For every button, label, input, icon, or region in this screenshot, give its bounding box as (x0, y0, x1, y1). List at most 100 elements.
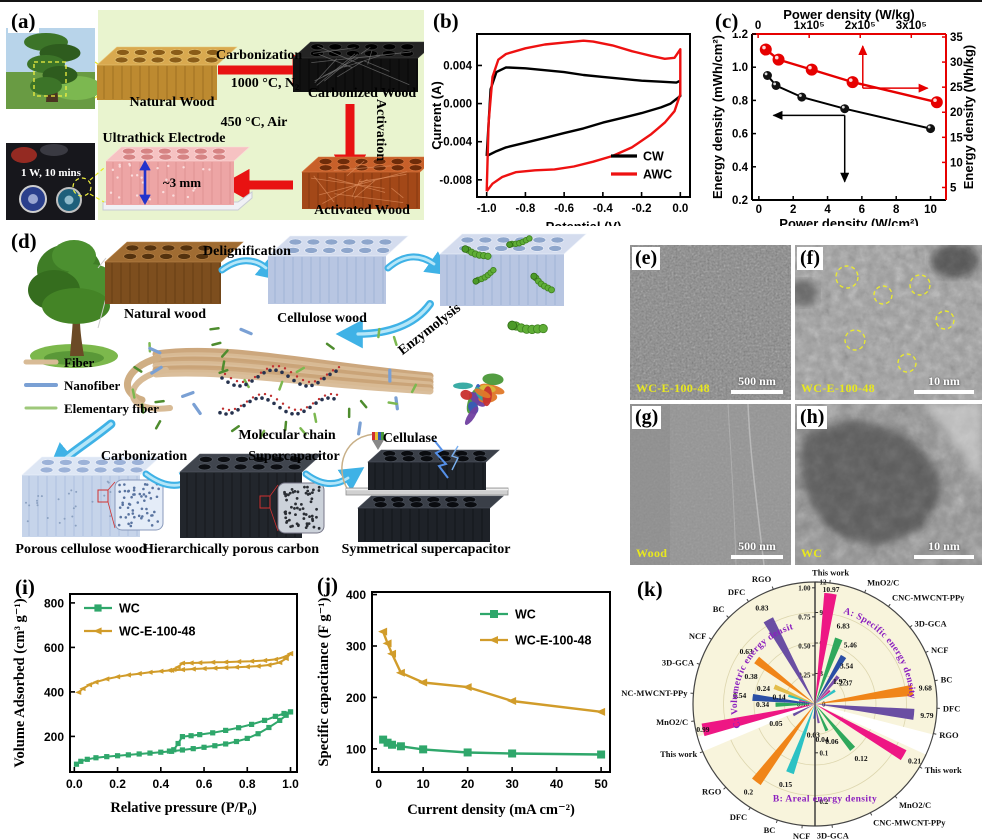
panel-d-process-diagram: (d) Natural wood Delignification Cellulo… (6, 228, 632, 570)
svg-text:0.05: 0.05 (769, 719, 782, 728)
ultrathick-electrode-label: Ultrathick Electrode (102, 131, 226, 146)
svg-text:0.2: 0.2 (109, 777, 126, 791)
svg-text:NCF: NCF (689, 631, 706, 641)
polar-bar (815, 637, 843, 704)
polar-bar (815, 684, 914, 704)
wood-block (357, 495, 504, 542)
svg-text:0.000: 0.000 (443, 99, 472, 111)
svg-text:400: 400 (346, 588, 366, 602)
energy-power-chart: 0 2 4 6 8 100 1x10⁵ 2x10⁵ 3x10⁵0.20.40.60.81.01.… (710, 7, 976, 231)
svg-text:30: 30 (505, 777, 519, 791)
svg-text:200: 200 (346, 691, 366, 705)
blue-arrow (218, 255, 282, 281)
svg-text:Current (A): Current (A) (429, 81, 444, 150)
svg-text:0.6: 0.6 (196, 777, 213, 791)
svg-text:1.0: 1.0 (732, 62, 748, 74)
svg-text:0.38: 0.38 (744, 672, 757, 681)
elementary-fiber-legend-label: Elementary fiber (64, 401, 159, 416)
svg-text:WC: WC (119, 602, 140, 616)
sample-name: WC-E-100-48 (636, 381, 710, 395)
svg-text:0.54: 0.54 (733, 691, 746, 700)
svg-text:0.12: 0.12 (854, 754, 867, 763)
svg-text:0.0: 0.0 (672, 203, 688, 215)
carbonization-label: Carbonization (215, 48, 303, 63)
panel-label-a: (a) (8, 10, 39, 33)
adsorption-isotherm-chart: 0.0 0.2 0.4 0.6 0.8 1.0 200 400 600 800 Relative p… (12, 593, 299, 816)
polar-bar (752, 704, 815, 786)
svg-text:0: 0 (756, 204, 762, 216)
polar-bar (752, 694, 815, 704)
cellulase-label: Cellulase (382, 431, 438, 446)
svg-text:9: 9 (820, 609, 824, 617)
panel-label-e: (e) (632, 247, 661, 270)
svg-text:0.04: 0.04 (815, 735, 828, 744)
panel-label-g: (g) (632, 406, 662, 429)
svg-text:DFC: DFC (728, 587, 745, 597)
svg-text:This work: This work (660, 749, 697, 759)
symmetrical-supercapacitor-label: Symmetrical supercapacitor (341, 542, 511, 557)
svg-text:0.15: 0.15 (779, 780, 792, 789)
svg-text:2x10⁵: 2x10⁵ (845, 20, 876, 32)
polar-bar (815, 704, 856, 751)
cellulase-enzyme-icon (472, 266, 497, 285)
lamp-demo-label: 1 W, 10 mins (21, 167, 81, 179)
svg-text:This work: This work (925, 765, 962, 775)
panel-k-polar-comparison-chart: 369120.250.500.751.000.10.20.00010.97Thi… (615, 561, 982, 839)
svg-text:12: 12 (820, 579, 828, 587)
rate-capability-chart: 0 10 20 30 40 50 100 200 300 400 Current density (… (316, 588, 611, 818)
delignification-label: Delignification (203, 244, 291, 259)
polar-bar (815, 704, 820, 724)
polar-bar (815, 654, 847, 704)
svg-text:CNC-MWCNT-PPy: CNC-MWCNT-PPy (873, 818, 946, 828)
natural-wood-label: Natural Wood (129, 95, 215, 110)
svg-text:20: 20 (950, 107, 963, 119)
svg-text:3D-GCA: 3D-GCA (662, 657, 695, 667)
svg-text:0.83: 0.83 (755, 603, 768, 612)
svg-text:20: 20 (461, 777, 475, 791)
svg-text:0.25: 0.25 (798, 671, 811, 679)
svg-text:-0.8: -0.8 (515, 203, 535, 215)
cellulase-enzyme-icon (507, 320, 548, 335)
svg-text:Specific capacitance (F g⁻¹): Specific capacitance (F g⁻¹) (316, 597, 332, 766)
svg-text:Volume Adsorbed (cm³ g⁻¹): Volume Adsorbed (cm³ g⁻¹) (12, 598, 28, 767)
svg-text:5: 5 (950, 182, 957, 194)
cellulase-enzyme-icon (461, 245, 492, 260)
svg-text:Power density (W/kg): Power density (W/kg) (783, 8, 914, 22)
svg-text:-0.008: -0.008 (439, 175, 472, 187)
polar-bar (754, 656, 815, 704)
polar-bar (775, 702, 815, 707)
svg-text:0.14: 0.14 (772, 693, 785, 702)
svg-text:B: Areal energy density: B: Areal energy density (773, 795, 877, 805)
carbonization-condition: 1000 °C, N₂ (230, 76, 300, 91)
natural-wood-label: Natural wood (123, 307, 207, 322)
svg-text:6.83: 6.83 (837, 622, 850, 631)
panel-label-f: (f) (797, 247, 823, 270)
panel-b-cv-chart: -1.0 -0.8 -0.6 -0.4 -0.2 0.0 0.004 0.000 -0.004 -… (428, 8, 712, 234)
svg-text:2.37: 2.37 (839, 678, 852, 687)
svg-text:0.03: 0.03 (807, 731, 820, 740)
svg-text:3D-GCA: 3D-GCA (915, 618, 948, 628)
svg-text:Relative pressure (P/P₀): Relative pressure (P/P₀) (110, 800, 257, 816)
svg-text:WC: WC (515, 608, 536, 622)
polar-bar (815, 675, 840, 704)
molecular-chain-label: Molecular chain (238, 428, 336, 443)
wood-block (96, 46, 238, 100)
svg-text:0.34: 0.34 (756, 700, 769, 709)
panel-label-i: (i) (12, 576, 38, 599)
sample-name: WC (801, 546, 823, 560)
svg-text:1.0: 1.0 (282, 777, 299, 791)
svg-text:3: 3 (820, 670, 824, 678)
svg-text:15: 15 (950, 132, 963, 144)
svg-text:MnO2/C: MnO2/C (656, 717, 688, 727)
svg-text:RGO: RGO (702, 786, 722, 796)
cellulase-enzyme-icon (506, 235, 533, 248)
svg-text:CNC-MWCNT-PPy: CNC-MWCNT-PPy (892, 592, 965, 602)
hierarchically-porous-carbon-label: Hierarchically porous carbon (142, 542, 320, 557)
svg-text:NCF: NCF (931, 645, 948, 655)
svg-text:40: 40 (550, 777, 564, 791)
svg-text:50: 50 (594, 777, 608, 791)
scale-bar: 500 nm (731, 539, 783, 559)
nanofiber-legend-label: Nanofiber (64, 378, 121, 393)
svg-text:5.46: 5.46 (844, 640, 857, 649)
